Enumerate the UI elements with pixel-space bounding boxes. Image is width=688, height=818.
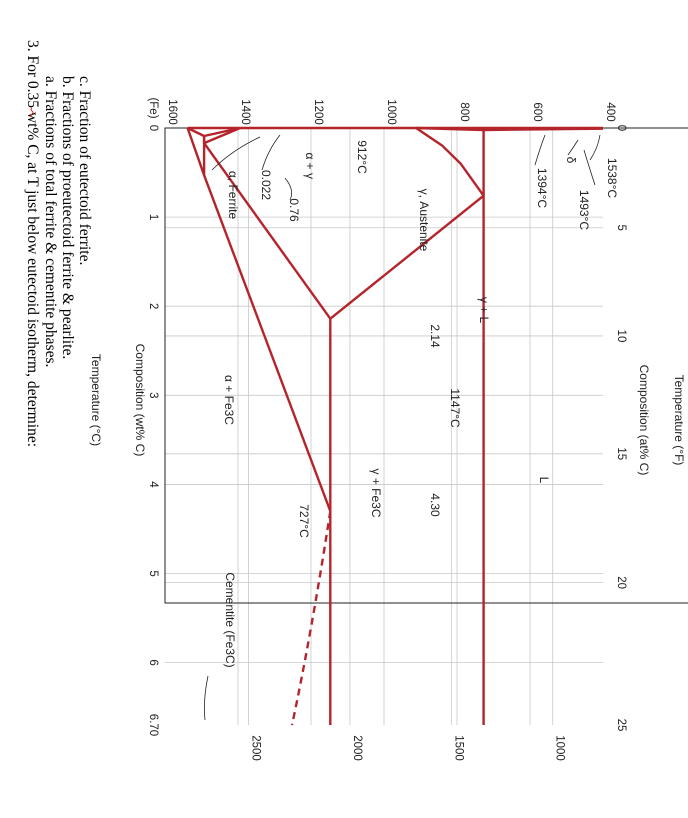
celsius-tick: 1400 [239, 99, 251, 125]
celsius-tick: 600 [531, 102, 543, 121]
label-1394: 1394°C [535, 168, 549, 208]
fahrenheit-tick: 2000 [351, 735, 363, 761]
a3-line [415, 127, 485, 197]
leader-0022 [261, 134, 281, 171]
at-tick: 15 [615, 447, 627, 460]
solidus [203, 142, 332, 320]
label-1493: 1493°C [577, 190, 591, 230]
label-1538: 1538°C [605, 158, 619, 198]
leader-1538 [589, 134, 601, 161]
label-0-76: 0.76 [287, 198, 301, 222]
phase-boundaries [186, 126, 604, 726]
wt-tick: 0 [147, 125, 159, 131]
wt-tick: 6 [147, 659, 159, 665]
at-tick: 25 [615, 719, 627, 732]
label-912: 912°C [355, 140, 369, 174]
at-tick: 5 [615, 225, 627, 231]
label-gamma-l: γ + L [477, 297, 491, 324]
label-leaders [204, 134, 601, 721]
celsius-tick: 1200 [312, 99, 324, 125]
fahrenheit-tick: 1000 [554, 735, 566, 761]
diagram-grid [165, 128, 603, 725]
fahrenheit-tick: 2500 [250, 735, 262, 761]
wt-tick: 1 [147, 214, 159, 220]
axis-title-wt: Composition (wt% C) [133, 344, 147, 457]
wt-tick: 2 [147, 303, 159, 309]
label-delta: δ [564, 157, 578, 164]
question-item-a: a. Fractions of total ferrite & cementit… [42, 76, 59, 367]
fahrenheit-tick: 1500 [452, 735, 464, 761]
label-ferrite: α, Ferrite [226, 171, 240, 220]
spellcheck-squiggle [30, 107, 34, 118]
axis-title-at: Composition (at% C) [637, 365, 651, 476]
axis-title-fahrenheit: Temperature (°F) [672, 375, 686, 466]
question-stem: 3. For 0.35 wt% C, at T just below eutec… [24, 40, 41, 447]
leader-ferrite [211, 136, 261, 171]
diagram-labels: 1538°C 1493°C 1394°C 912°C 1147°C 727°C 0.76 0.… [222, 140, 619, 667]
celsius-tick: 1600 [166, 99, 178, 125]
question-item-c: c. Fraction of eutectoid ferrite. [76, 76, 93, 265]
leader-delta [567, 139, 579, 156]
label-cementite: Cementite (Fe3C) [223, 572, 237, 667]
wt-tick: 5 [147, 570, 159, 576]
question-item-b: b. Fractions of proeutectoid ferrite & p… [59, 76, 76, 359]
leader-1493 [583, 149, 596, 186]
celsius-tick: 400 [604, 102, 616, 121]
label-gamma-fe3c: γ + Fe3C [369, 468, 383, 517]
at-tick: 10 [615, 330, 627, 343]
leader-cementite [204, 675, 209, 721]
axis-title-celsius: Temperature (°C) [89, 354, 103, 446]
at-tick: 0 [615, 125, 627, 131]
label-liquid: L [537, 477, 551, 484]
label-4-30: 4.30 [428, 493, 442, 517]
label-1147: 1147°C [448, 388, 462, 428]
leader-1394 [534, 134, 546, 166]
at-tick: 20 [615, 576, 627, 589]
label-ag-alpha: α [303, 153, 317, 160]
wt-tick: 6.70 [147, 714, 159, 736]
label-727: 727°C [297, 504, 311, 538]
label-austenite: γ, Austenite [417, 189, 431, 252]
acm-line [329, 194, 485, 320]
question-text: 3. For 0.35 wt% C, at T just below eutec… [24, 40, 93, 447]
fe-label: (Fe) [147, 97, 159, 118]
wt-tick: 3 [147, 392, 159, 398]
label-alpha-fe3c: α + Fe3C [222, 375, 236, 425]
liquidus-cementite-dashed [290, 510, 332, 726]
label-2-14: 2.14 [428, 324, 442, 348]
label-ag-gamma: γ [303, 173, 317, 179]
leader-076 [284, 177, 293, 201]
axis-titles: Temperature (°C) Temperature (°F) Composit… [89, 344, 686, 476]
label-0-022: 0.022 [259, 170, 273, 200]
label-ag-plus: + [303, 162, 317, 169]
celsius-tick: 1000 [385, 99, 397, 125]
wt-tick: 4 [147, 481, 159, 488]
celsius-tick: 800 [458, 102, 470, 121]
